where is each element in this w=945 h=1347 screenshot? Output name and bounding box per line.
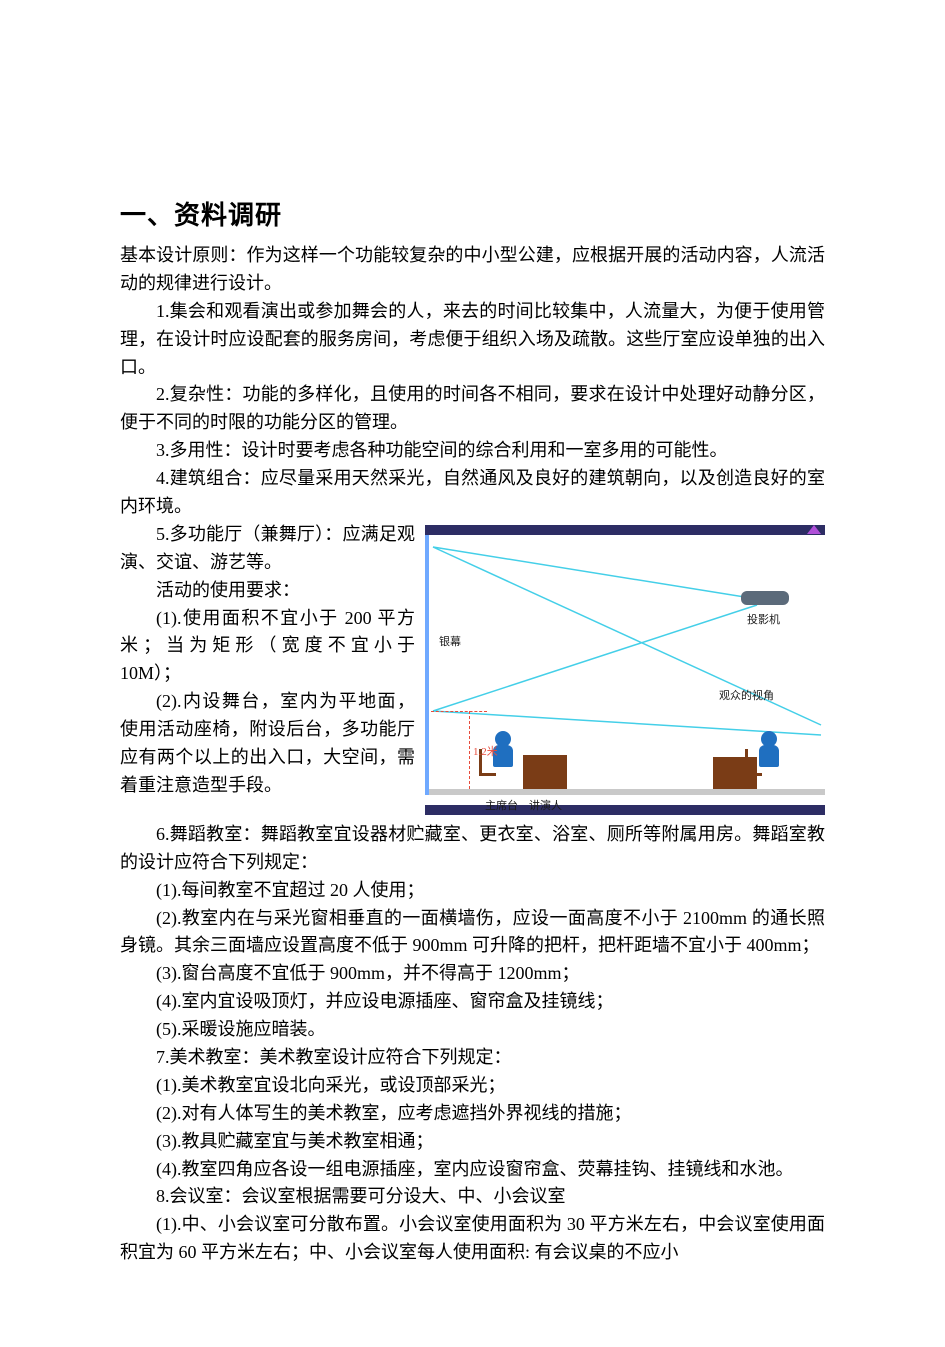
document-page: 一、资料调研 基本设计原则：作为这样一个功能较复杂的中小型公建，应根据开展的活动… — [0, 0, 945, 1347]
dim-horizontal — [431, 711, 487, 712]
item-6-5: (5).采暖设施应暗装。 — [120, 1016, 825, 1044]
label-projector: 投影机 — [747, 611, 780, 627]
item-6-4: (4).室内宜设吸顶灯，并应设电源插座、窗帘盒及挂镜线； — [120, 988, 825, 1016]
item-4: 4.建筑组合：应尽量采用天然采光，自然通风及良好的建筑朝向，以及创造良好的室内环… — [120, 465, 825, 521]
desk-icon — [713, 757, 757, 789]
projector-icon — [741, 591, 789, 605]
item-7-4: (4).教室四角应各设一组电源插座，室内应设窗帘盒、荧幕挂钩、挂镜线和水池。 — [120, 1156, 825, 1184]
item-7: 7.美术教室：美术教室设计应符合下列规定： — [120, 1044, 825, 1072]
section-heading: 一、资料调研 — [120, 195, 825, 232]
label-screen: 银幕 — [439, 633, 461, 649]
item-1: 1.集会和观看演出或参加舞会的人，来去的时间比较集中，人流量大，为便于使用管理，… — [120, 298, 825, 382]
intro-paragraph: 基本设计原则：作为这样一个功能较复杂的中小型公建，应根据开展的活动内容，人流活动… — [120, 242, 825, 298]
item-7-2: (2).对有人体写生的美术教室，应考虑遮挡外界视线的措施； — [120, 1100, 825, 1128]
diagram-frame: 银幕 投影机 观众的视角 1.2米 主席台 讲演人 — [425, 525, 825, 815]
dim-vertical — [469, 711, 470, 789]
item-8: 8.会议室：会议室根据需要可分设大、中、小会议室 — [120, 1183, 825, 1211]
item-6-2: (2).教室内在与采光窗相垂直的一面横墙伤，应设一面高度不小于 2100mm 的… — [120, 905, 825, 961]
label-dim-height: 1.2米 — [473, 743, 498, 759]
item-2: 2.复杂性：功能的多样化，且使用的时间各不相同，要求在设计中处理好动静分区，便于… — [120, 381, 825, 437]
desk-icon — [523, 755, 567, 789]
projection-diagram: 银幕 投影机 观众的视角 1.2米 主席台 讲演人 — [425, 525, 825, 815]
item-7-1: (1).美术教室宜设北向采光，或设顶部采光； — [120, 1072, 825, 1100]
item-7-3: (3).教具贮藏室宜与美术教室相通； — [120, 1128, 825, 1156]
item-6: 6.舞蹈教室：舞蹈教室宜设器材贮藏室、更衣室、浴室、厕所等附属用房。舞蹈室教的设… — [120, 821, 825, 877]
item-3: 3.多用性：设计时要考虑各种功能空间的综合利用和一室多用的可能性。 — [120, 437, 825, 465]
label-podium: 主席台 — [485, 797, 518, 813]
item-8-1: (1).中、小会议室可分散布置。小会议室使用面积为 30 平方米左右，中会议室使… — [120, 1211, 825, 1267]
label-speaker: 讲演人 — [529, 797, 562, 813]
wrapped-section: 银幕 投影机 观众的视角 1.2米 主席台 讲演人 5.多功能厅（兼舞厅）：应满… — [120, 521, 825, 821]
label-sight: 观众的视角 — [719, 687, 774, 703]
item-6-1: (1).每间教室不宜超过 20 人使用； — [120, 877, 825, 905]
item-6-3: (3).窗台高度不宜低于 900mm，并不得高于 1200mm； — [120, 960, 825, 988]
